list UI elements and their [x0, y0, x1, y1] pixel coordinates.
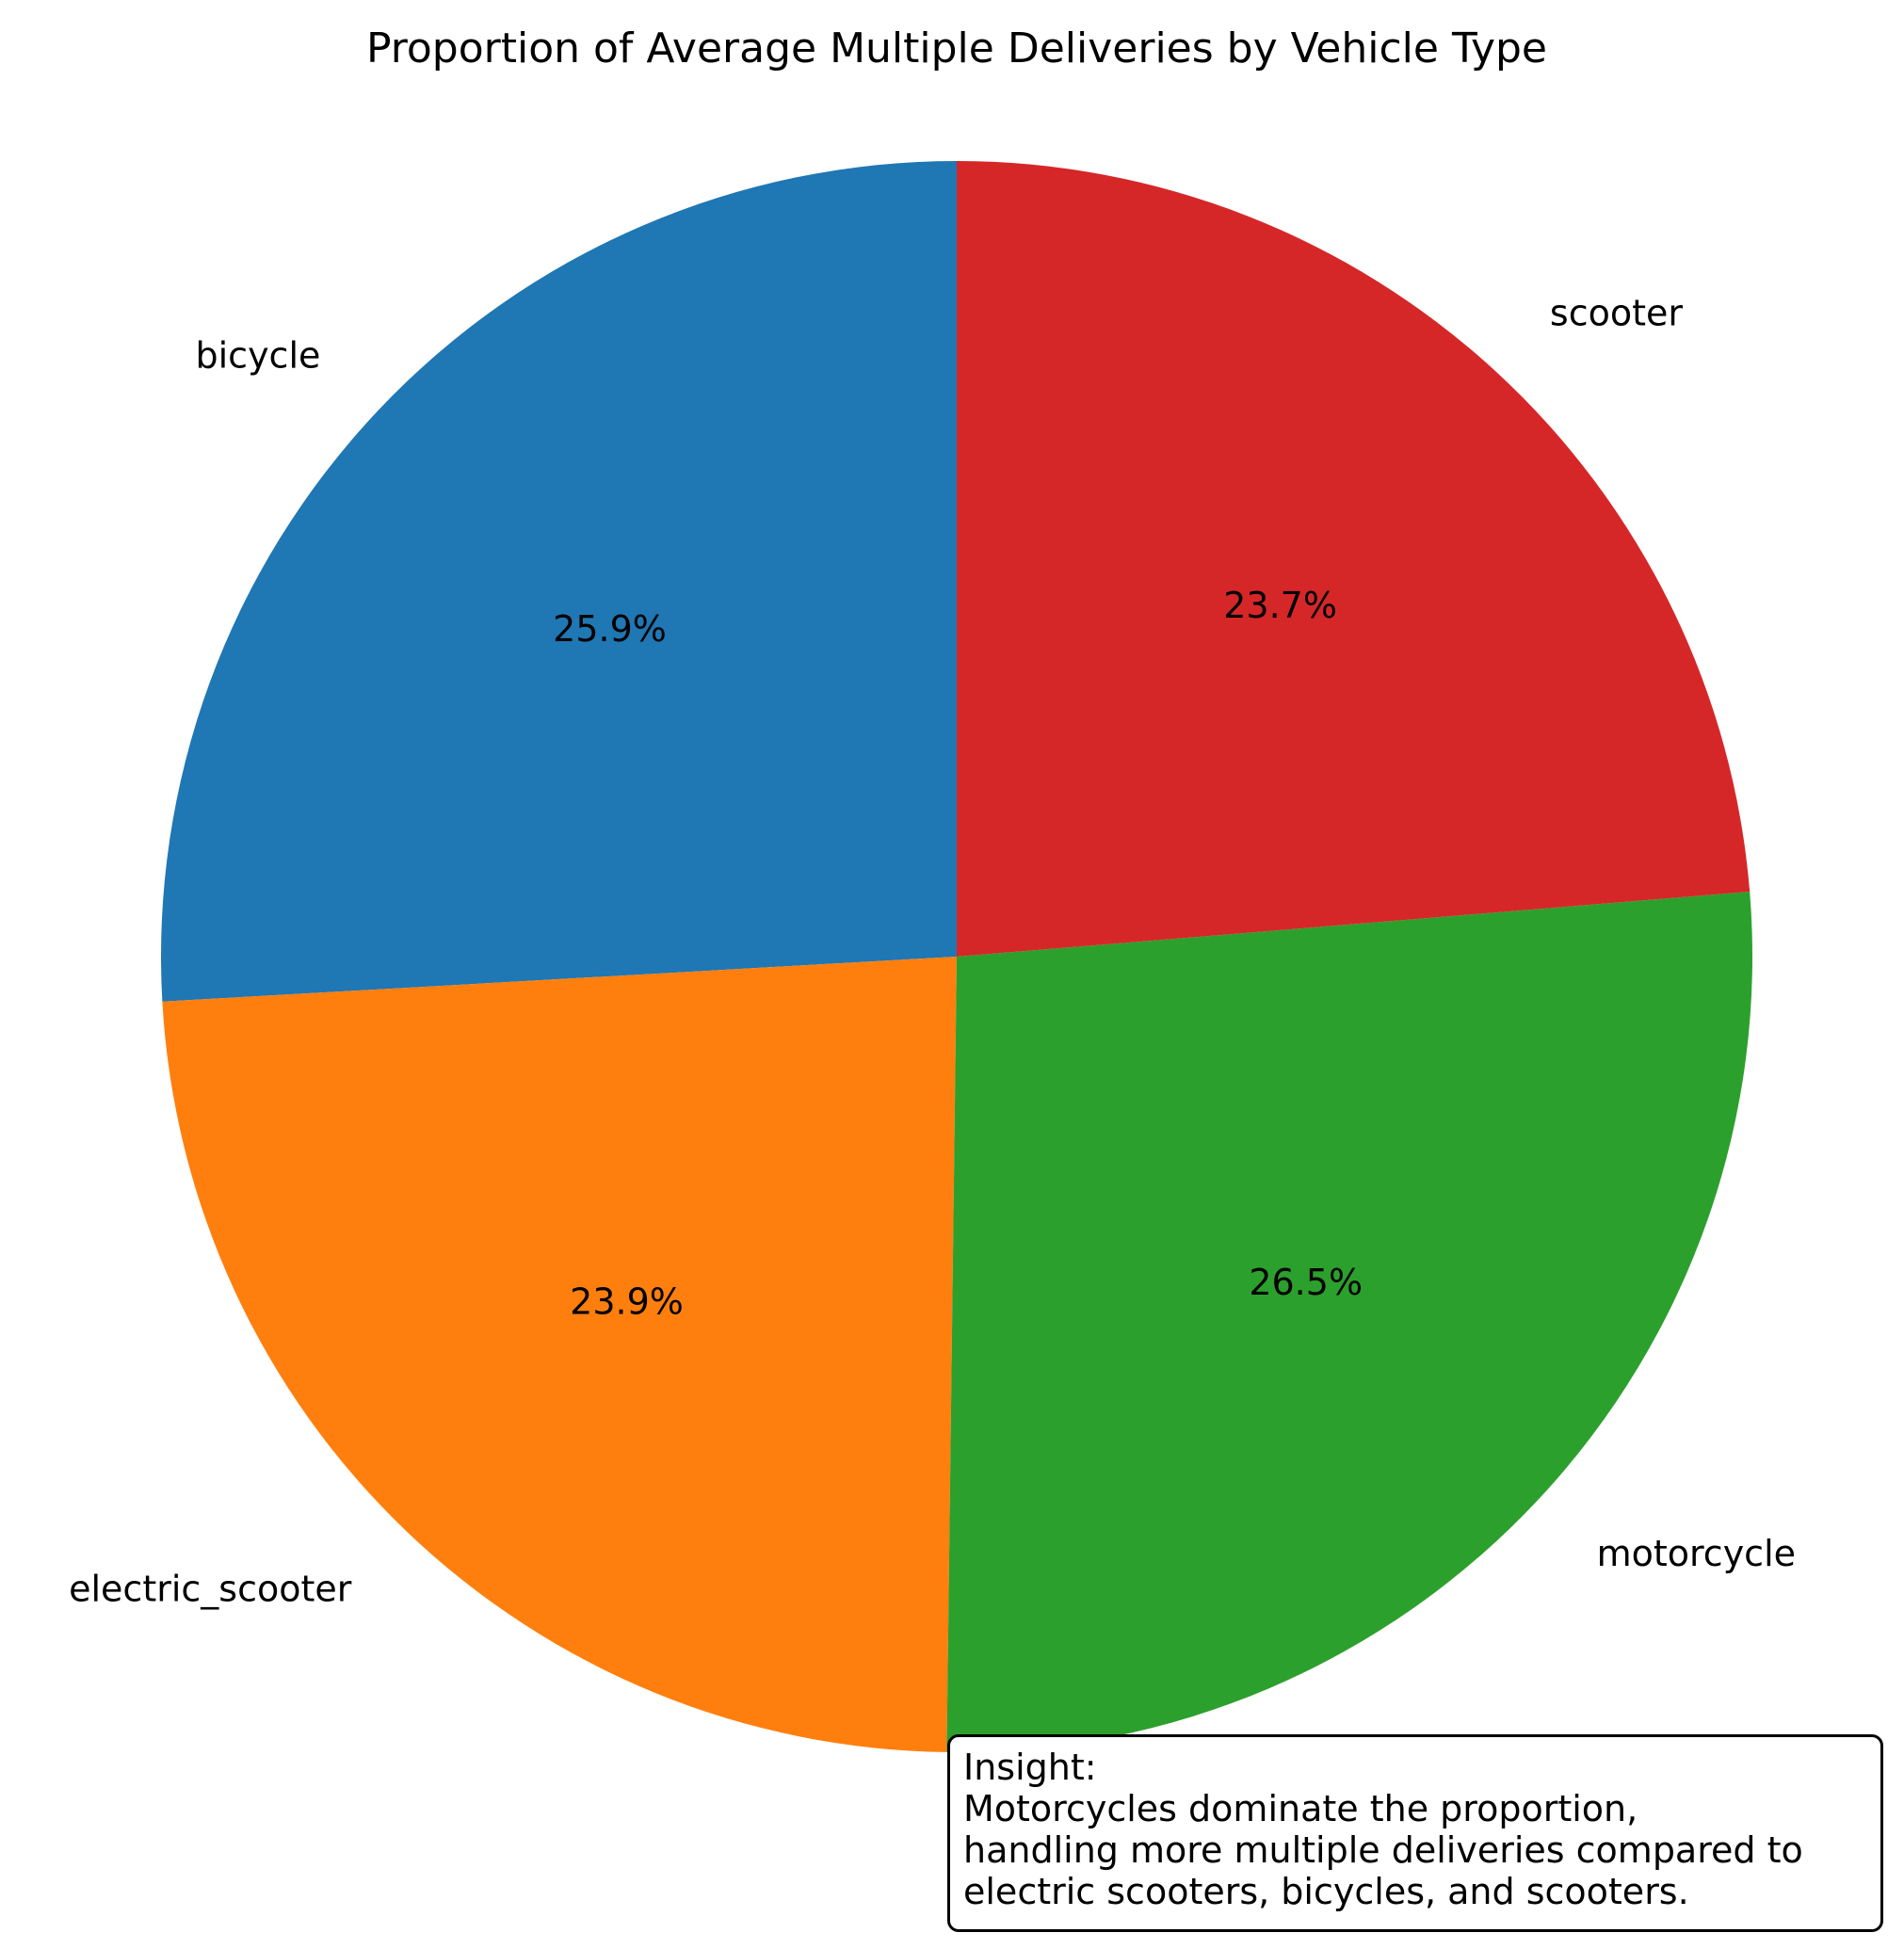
insight-heading: Insight:: [963, 1747, 1097, 1788]
insight-line-3: electric scooters, bicycles, and scooter…: [963, 1871, 1689, 1912]
slice-label-motorcycle: motorcycle: [1597, 1533, 1796, 1574]
pct-label-electric-scooter: 23.9%: [570, 1281, 684, 1322]
chart-title: Proportion of Average Multiple Deliverie…: [366, 24, 1547, 72]
pie-slice-motorcycle: [946, 892, 1752, 1752]
pie-labels: 25.9% bicycle 23.9% electric_scooter 26.5% mo…: [69, 293, 1796, 1610]
pct-label-motorcycle: 26.5%: [1249, 1262, 1363, 1303]
pie-slices: [160, 161, 1752, 1752]
pie-slice-scooter: [957, 161, 1751, 957]
pct-label-bicycle: 25.9%: [553, 608, 667, 650]
slice-label-bicycle: bicycle: [196, 335, 321, 377]
insight-box: Insight: Motorcycles dominate the propor…: [947, 1734, 1883, 1932]
insight-line-1: Motorcycles dominate the proportion,: [963, 1788, 1638, 1829]
insight-line-2: handling more multiple deliveries compar…: [963, 1829, 1803, 1871]
pct-label-scooter: 23.7%: [1223, 585, 1337, 626]
pie-slice-bicycle: [160, 161, 958, 1002]
slice-label-electric-scooter: electric_scooter: [69, 1569, 352, 1610]
pie-slice-electric-scooter: [162, 957, 958, 1752]
slice-label-scooter: scooter: [1550, 293, 1683, 334]
